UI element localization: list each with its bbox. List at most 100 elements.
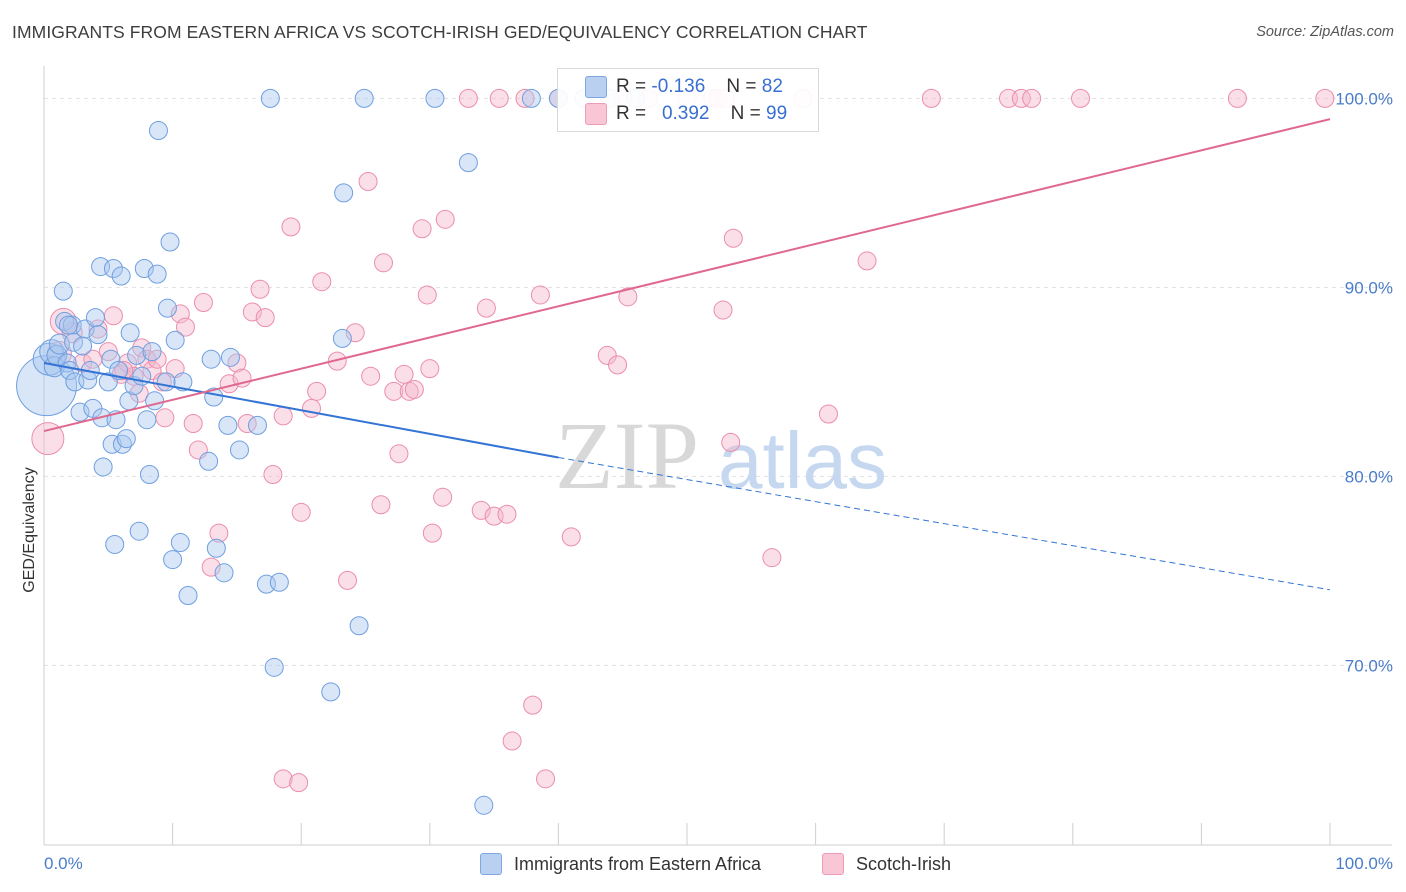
scotch-irish-point <box>412 219 432 239</box>
eastern-africa-point <box>142 342 162 362</box>
scotch-irish-point <box>515 88 535 108</box>
eastern-africa-point <box>206 538 226 558</box>
scotch-irish-point <box>502 731 522 751</box>
eastern-africa-points <box>16 88 646 815</box>
eastern-africa-point <box>134 258 154 278</box>
eastern-africa-point <box>53 281 73 301</box>
bottom-legend-swatch-blue <box>480 853 502 875</box>
scotch-irish-point <box>530 285 550 305</box>
eastern-africa-point <box>425 88 445 108</box>
scotch-irish-point <box>713 300 733 320</box>
eastern-africa-point <box>334 183 354 203</box>
eastern-africa-point <box>120 323 140 343</box>
watermark: ZIP atlas <box>555 402 887 509</box>
eastern-africa-point <box>148 120 168 140</box>
y-tick-label: 80.0% <box>1345 467 1393 486</box>
eastern-africa-trend-solid <box>43 362 559 459</box>
legend-swatch-pink <box>585 103 607 125</box>
scotch-irish-point <box>1227 88 1247 108</box>
scotch-irish-point <box>31 422 65 456</box>
scotch-irish-point <box>273 769 293 789</box>
scotch-irish-point <box>345 323 365 343</box>
eastern-africa-point <box>201 349 221 369</box>
eastern-africa-point <box>332 328 352 348</box>
source-label: Source: ZipAtlas.com <box>1256 24 1394 40</box>
eastern-africa-point <box>70 402 90 422</box>
scotch-irish-point <box>281 217 301 237</box>
eastern-africa-point <box>260 88 280 108</box>
eastern-africa-point <box>220 347 240 367</box>
scotch-irish-point <box>307 381 327 401</box>
eastern-africa-point <box>101 349 121 369</box>
scotch-irish-point <box>433 487 453 507</box>
scotch-irish-point <box>384 381 404 401</box>
eastern-africa-point <box>73 336 93 356</box>
scotch-irish-point <box>1071 88 1091 108</box>
scotch-irish-point <box>422 523 442 543</box>
scotch-irish-point <box>476 298 496 318</box>
scotch-irish-trend <box>43 118 1331 433</box>
eastern-africa-trend-dashed <box>558 457 1331 591</box>
scotch-irish-point <box>497 504 517 524</box>
scotch-irish-point <box>523 695 543 715</box>
scotch-irish-point <box>818 404 838 424</box>
correlation-legend: R = -0.136 N = 82 R = 0.392 N = 99 <box>557 68 819 132</box>
scotch-irish-point <box>273 406 293 426</box>
scotch-irish-point <box>250 279 270 299</box>
eastern-africa-point <box>58 315 78 335</box>
bottom-legend-scotch-irish: Scotch-Irish <box>822 852 951 876</box>
eastern-africa-point <box>147 264 167 284</box>
scotch-irish-point <box>291 502 311 522</box>
scotch-irish-point <box>289 773 309 793</box>
eastern-africa-point <box>102 434 122 454</box>
eastern-africa-point <box>145 391 165 411</box>
legend-r-value: 0.392 <box>661 103 710 124</box>
eastern-africa-point <box>156 372 176 392</box>
eastern-africa-point <box>354 88 374 108</box>
scotch-irish-point <box>489 88 509 108</box>
legend-n-label: N = <box>730 103 761 124</box>
scotch-irish-point <box>103 306 123 326</box>
scotch-irish-point <box>209 523 229 543</box>
eastern-africa-point <box>157 298 177 318</box>
eastern-africa-point <box>269 572 289 592</box>
eastern-africa-point <box>458 153 478 173</box>
eastern-africa-point <box>173 372 193 392</box>
legend-r-label: R = <box>616 103 647 124</box>
eastern-africa-point <box>85 308 105 328</box>
trend-lines <box>43 118 1331 591</box>
scotch-irish-point <box>561 527 581 547</box>
bottom-legend-label: Scotch-Irish <box>856 853 952 874</box>
chart-title: IMMIGRANTS FROM EASTERN AFRICA VS SCOTCH… <box>12 22 868 42</box>
eastern-africa-point <box>127 345 147 365</box>
legend-n-value: 82 <box>761 76 783 97</box>
scotch-irish-point <box>175 317 195 337</box>
x-tick-label: 0.0% <box>44 854 83 873</box>
x-tick-label: 100.0% <box>1335 854 1393 873</box>
eastern-africa-point <box>178 585 198 605</box>
scotch-irish-point <box>337 570 357 590</box>
scotch-irish-point <box>193 293 213 312</box>
scotch-irish-point <box>723 228 743 248</box>
scotch-irish-point <box>242 302 262 322</box>
eastern-africa-point <box>229 440 249 460</box>
scotch-irish-point <box>618 287 638 307</box>
scotch-irish-point <box>435 209 455 229</box>
eastern-africa-point <box>521 88 541 108</box>
eastern-africa-point <box>129 521 149 541</box>
scotch-irish-point <box>1022 88 1042 108</box>
scotch-irish-point <box>301 398 321 418</box>
legend-n-label: N = <box>726 76 757 97</box>
scotch-irish-point <box>183 413 203 433</box>
scotch-irish-point <box>371 495 391 515</box>
eastern-africa-point <box>116 429 136 449</box>
scotch-irish-point <box>471 500 491 520</box>
eastern-africa-point <box>199 451 219 471</box>
y-axis-label: GED/Equivalency <box>21 467 38 592</box>
scotch-irish-point <box>1315 88 1335 108</box>
eastern-africa-point <box>165 330 185 350</box>
scotch-irish-point <box>361 366 381 386</box>
scotch-irish-point <box>536 769 556 789</box>
legend-r-value: -0.136 <box>651 76 706 97</box>
